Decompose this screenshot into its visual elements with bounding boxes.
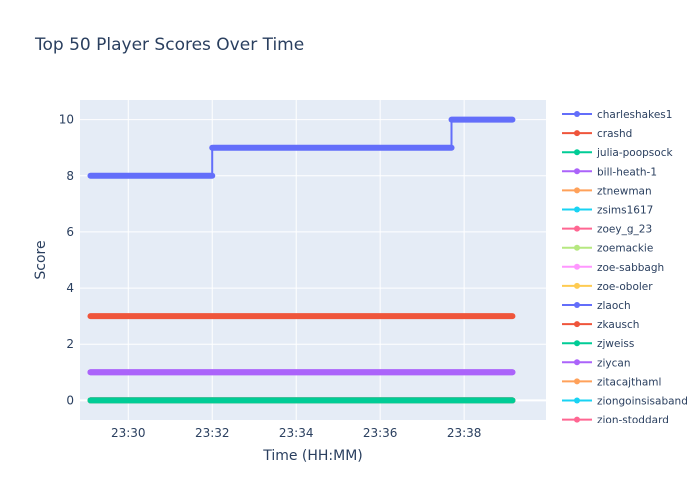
legend-label: julia-poopsock xyxy=(596,147,673,159)
legend-swatch-marker xyxy=(574,378,580,385)
legend-swatch-marker xyxy=(574,149,580,156)
x-axis-title: Time (HH:MM) xyxy=(262,448,363,464)
legend-label: ziycan xyxy=(597,357,631,369)
legend-swatch-marker xyxy=(574,206,580,213)
y-tick-label: 8 xyxy=(66,169,74,183)
legend-swatch-marker xyxy=(574,302,580,308)
legend-item[interactable]: zoey_g_23 xyxy=(562,224,652,236)
y-axis-ticks: 0 2 4 6 8 10 xyxy=(59,113,74,408)
x-tick-label: 23:38 xyxy=(447,426,482,440)
series-lines xyxy=(87,116,516,404)
legend-item[interactable]: zoe-sabbagh xyxy=(562,262,664,274)
legend-label: zitacajthaml xyxy=(597,376,661,388)
legend-label: zoe-oboler xyxy=(597,281,653,293)
legend-swatch-marker xyxy=(574,111,580,117)
legend-label: zlaoch xyxy=(597,300,631,312)
legend-item[interactable]: ztnewman xyxy=(562,185,652,197)
legend-label: bill-heath-1 xyxy=(597,166,657,178)
x-tick-label: 23:34 xyxy=(279,426,314,440)
y-tick-label: 10 xyxy=(59,113,74,127)
legend-swatch-marker xyxy=(574,416,580,423)
legend-item[interactable]: zitacajthaml xyxy=(562,376,661,388)
legend-swatch-marker xyxy=(574,321,580,328)
legend-item[interactable]: ziongoinsisaband xyxy=(562,396,688,408)
legend-label: crashd xyxy=(597,128,632,140)
legend-item[interactable]: zkausch xyxy=(562,319,639,331)
legend-label: ztnewman xyxy=(597,185,652,197)
legend-swatch-marker xyxy=(574,225,580,232)
y-tick-label: 2 xyxy=(66,337,74,351)
legend-label: zjweiss xyxy=(597,338,634,350)
legend[interactable]: charleshakes1 crashd julia-poopsock bill-he… xyxy=(562,109,688,427)
y-tick-label: 4 xyxy=(66,281,74,295)
legend-swatch-marker xyxy=(574,359,580,366)
legend-swatch-marker xyxy=(574,244,580,251)
legend-swatch-marker xyxy=(574,263,580,270)
legend-item[interactable]: zion-stoddard xyxy=(562,415,669,427)
legend-swatch-marker xyxy=(574,168,580,175)
y-axis-title: Score xyxy=(33,240,49,279)
legend-label: zoemackie xyxy=(597,243,653,255)
legend-swatch-marker xyxy=(574,397,580,404)
x-axis-ticks: 23:30 23:32 23:34 23:36 23:38 xyxy=(111,426,481,440)
legend-label: zsims1617 xyxy=(597,205,653,217)
plot-area xyxy=(80,100,546,420)
legend-label: zoey_g_23 xyxy=(597,224,652,236)
legend-label: zion-stoddard xyxy=(597,415,669,427)
chart-title: Top 50 Player Scores Over Time xyxy=(34,35,304,55)
legend-swatch-marker xyxy=(574,340,580,347)
legend-item[interactable]: charleshakes1 xyxy=(562,109,672,121)
legend-item[interactable]: julia-poopsock xyxy=(562,147,673,159)
legend-item[interactable]: ziycan xyxy=(562,357,631,369)
legend-swatch-marker xyxy=(574,187,580,194)
y-tick-label: 0 xyxy=(66,393,74,407)
legend-swatch-marker xyxy=(574,282,580,289)
legend-label: zkausch xyxy=(597,319,639,331)
legend-item[interactable]: zoe-oboler xyxy=(562,281,653,293)
legend-item[interactable]: crashd xyxy=(562,128,632,140)
x-tick-label: 23:30 xyxy=(111,426,146,440)
x-tick-label: 23:32 xyxy=(195,426,230,440)
legend-item[interactable]: zlaoch xyxy=(562,300,631,312)
legend-label: zoe-sabbagh xyxy=(597,262,664,274)
x-tick-label: 23:36 xyxy=(363,426,398,440)
legend-item[interactable]: zsims1617 xyxy=(562,205,653,217)
legend-item[interactable]: bill-heath-1 xyxy=(562,166,657,178)
legend-item[interactable]: zjweiss xyxy=(562,338,634,350)
series-charleshakes1 xyxy=(87,116,516,179)
y-tick-label: 6 xyxy=(66,225,74,239)
legend-label: charleshakes1 xyxy=(597,109,672,121)
legend-item[interactable]: zoemackie xyxy=(562,243,653,255)
legend-label: ziongoinsisaband xyxy=(597,396,688,408)
legend-swatch-marker xyxy=(574,130,580,137)
